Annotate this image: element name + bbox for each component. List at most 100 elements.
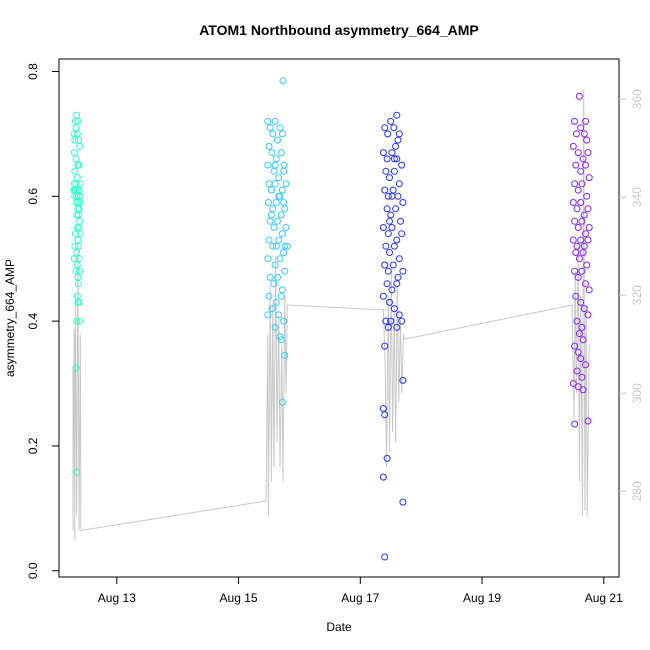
data-point bbox=[571, 217, 579, 225]
data-point bbox=[279, 77, 287, 85]
data-point bbox=[398, 161, 406, 169]
data-point bbox=[573, 317, 581, 325]
data-point bbox=[573, 367, 581, 375]
data-point bbox=[577, 236, 585, 244]
data-point bbox=[278, 130, 286, 138]
data-point bbox=[580, 242, 588, 250]
data-point bbox=[572, 161, 580, 169]
data-point bbox=[281, 205, 289, 213]
data-point bbox=[75, 211, 82, 219]
data-point bbox=[264, 311, 272, 319]
data-point bbox=[379, 473, 387, 481]
data-point bbox=[74, 117, 82, 125]
data-point bbox=[379, 224, 387, 231]
data-point bbox=[395, 180, 403, 188]
data-point bbox=[387, 211, 395, 219]
data-point bbox=[381, 342, 389, 350]
data-point bbox=[388, 224, 396, 231]
data-point bbox=[399, 267, 407, 275]
data-point bbox=[388, 286, 396, 294]
data-point bbox=[268, 305, 276, 313]
data-point bbox=[393, 236, 401, 244]
data-point bbox=[399, 376, 407, 384]
data-point bbox=[583, 136, 591, 144]
data-point bbox=[574, 224, 582, 231]
data-point bbox=[75, 280, 82, 288]
y-tick-label: 0.0 bbox=[26, 562, 40, 579]
data-point bbox=[71, 242, 79, 250]
data-point bbox=[583, 192, 591, 200]
data-point bbox=[267, 211, 275, 219]
data-point bbox=[75, 161, 83, 169]
data-point bbox=[381, 411, 389, 419]
data-point bbox=[574, 348, 582, 356]
data-point bbox=[399, 199, 407, 206]
data-point bbox=[572, 292, 580, 300]
x-tick-label: Aug 13 bbox=[98, 591, 136, 605]
chart-title: ATOM1 Northbound asymmetry_664_AMP bbox=[199, 22, 479, 38]
data-point bbox=[577, 167, 585, 175]
data-point bbox=[281, 267, 289, 275]
data-point bbox=[390, 242, 398, 250]
data-point bbox=[283, 242, 291, 250]
data-point bbox=[584, 236, 592, 244]
data-point bbox=[270, 280, 278, 288]
data-point bbox=[271, 323, 279, 331]
data-point bbox=[585, 174, 593, 182]
data-point bbox=[381, 186, 389, 194]
data-point bbox=[72, 267, 80, 275]
data-point bbox=[387, 117, 395, 125]
data-point bbox=[584, 311, 592, 319]
data-point bbox=[73, 249, 81, 256]
data-point bbox=[379, 149, 387, 157]
data-point bbox=[578, 217, 586, 225]
y2-tick-label: 320 bbox=[630, 285, 644, 305]
data-point bbox=[384, 130, 392, 138]
data-point bbox=[76, 142, 84, 150]
data-point bbox=[388, 192, 396, 200]
data-point bbox=[75, 242, 82, 250]
data-point bbox=[579, 386, 587, 394]
data-point bbox=[76, 317, 84, 325]
data-point bbox=[280, 167, 288, 175]
data-points bbox=[70, 77, 593, 561]
data-point bbox=[277, 336, 285, 344]
data-point bbox=[573, 205, 581, 213]
data-point bbox=[70, 255, 78, 263]
data-point bbox=[582, 230, 589, 238]
data-point bbox=[572, 249, 580, 256]
x-axis: Aug 13 Aug 15 Aug 17 Aug 19 Aug 21 bbox=[98, 576, 623, 605]
data-point bbox=[582, 361, 589, 369]
data-point bbox=[577, 124, 585, 132]
data-point bbox=[71, 230, 79, 238]
data-point bbox=[575, 92, 583, 100]
data-point bbox=[389, 261, 397, 269]
data-point bbox=[399, 498, 407, 506]
data-point bbox=[390, 167, 398, 175]
data-point bbox=[578, 323, 586, 331]
data-point bbox=[393, 280, 401, 288]
data-point bbox=[579, 336, 587, 344]
data-point bbox=[271, 261, 279, 269]
data-point bbox=[278, 286, 286, 294]
data-point bbox=[271, 180, 279, 188]
data-point bbox=[569, 236, 577, 244]
data-point bbox=[582, 161, 589, 169]
data-point bbox=[73, 317, 81, 325]
data-point bbox=[382, 317, 390, 325]
y2-tick-label: 340 bbox=[630, 187, 644, 207]
data-point bbox=[584, 205, 592, 213]
data-point bbox=[275, 236, 283, 244]
data-point bbox=[397, 217, 404, 225]
data-point bbox=[72, 180, 80, 188]
data-point bbox=[277, 211, 285, 219]
data-point bbox=[577, 298, 585, 306]
data-point bbox=[282, 224, 290, 231]
data-point bbox=[271, 161, 279, 169]
x-tick-label: Aug 15 bbox=[220, 591, 258, 605]
data-point bbox=[264, 117, 272, 125]
data-point bbox=[574, 186, 582, 194]
y2-tick-label: 360 bbox=[630, 89, 644, 109]
data-point bbox=[281, 242, 289, 250]
y2-tick-label: 300 bbox=[630, 383, 644, 403]
